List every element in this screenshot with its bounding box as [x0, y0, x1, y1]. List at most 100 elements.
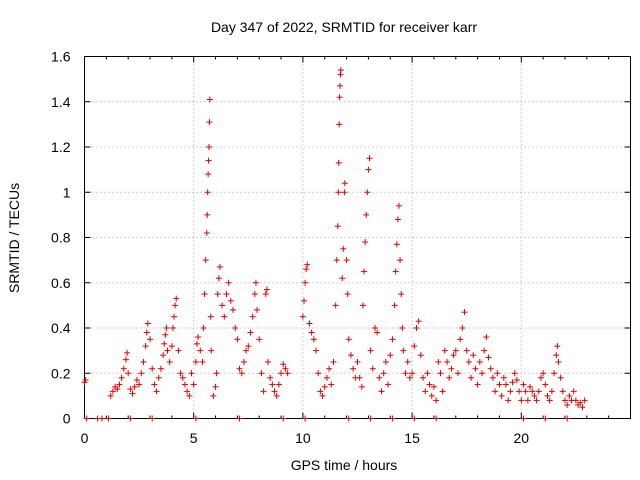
- data-point: [345, 336, 352, 343]
- data-point: [551, 370, 558, 377]
- data-point: [463, 347, 470, 354]
- data-point: [566, 392, 573, 399]
- data-point: [454, 370, 461, 377]
- data-point: [577, 399, 584, 406]
- data-point: [485, 354, 492, 361]
- data-point: [341, 189, 348, 196]
- data-point: [441, 347, 448, 354]
- data-point: [230, 306, 237, 313]
- data-point: [537, 374, 544, 381]
- data-point: [262, 291, 269, 298]
- data-point: [367, 415, 374, 422]
- data-point: [124, 349, 131, 356]
- data-point: [394, 216, 401, 223]
- data-point: [540, 370, 547, 377]
- data-point: [494, 370, 501, 377]
- y-tick-label: 1: [63, 184, 71, 200]
- data-point: [199, 358, 206, 365]
- y-tick-label: 0.6: [51, 275, 71, 291]
- x-axis-label: GPS time / hours: [291, 457, 398, 473]
- data-point: [173, 295, 180, 302]
- data-point: [518, 397, 525, 404]
- data-point: [163, 325, 170, 331]
- data-point: [127, 415, 134, 422]
- data-point: [452, 347, 459, 354]
- x-tick-label: 15: [404, 430, 420, 446]
- data-point: [205, 144, 212, 150]
- data-point: [236, 415, 243, 422]
- data-point: [402, 370, 409, 377]
- data-point: [205, 157, 212, 164]
- data-point: [413, 325, 420, 331]
- data-point: [489, 374, 496, 381]
- data-point: [398, 291, 405, 298]
- y-tick-labels: 0 0.2 0.4 0.6 0.8 1 1.2 1.4 1.6: [51, 49, 71, 427]
- data-point: [127, 386, 134, 393]
- data-point: [341, 180, 348, 187]
- x-tick-label: 5: [190, 430, 198, 446]
- data-point: [376, 374, 383, 381]
- data-point: [275, 381, 282, 388]
- data-point: [359, 302, 366, 309]
- data-point: [365, 166, 372, 173]
- data-point: [579, 404, 586, 411]
- data-point: [153, 388, 160, 395]
- data-point: [437, 370, 444, 377]
- data-point: [446, 374, 453, 381]
- data-point: [207, 313, 214, 320]
- data-point: [219, 302, 226, 309]
- data-point: [186, 392, 193, 399]
- data-point: [374, 329, 381, 336]
- y-tick-label: 1.4: [51, 94, 71, 110]
- data-point: [210, 392, 217, 399]
- data-point: [140, 358, 147, 365]
- data-point: [468, 374, 475, 381]
- data-point: [472, 365, 479, 372]
- data-point: [498, 392, 505, 399]
- data-point: [105, 415, 112, 422]
- data-point: [544, 392, 551, 399]
- data-point: [120, 365, 127, 372]
- data-point: [249, 313, 256, 320]
- data-point: [505, 397, 512, 404]
- data-point: [555, 358, 562, 365]
- data-point: [345, 415, 352, 422]
- data-point: [271, 388, 278, 395]
- data-point: [326, 365, 333, 372]
- x-tick-label: 10: [295, 430, 311, 446]
- data-point: [527, 383, 534, 390]
- data-point: [157, 365, 164, 372]
- data-point: [313, 347, 320, 354]
- data-point: [361, 268, 368, 275]
- data-point: [487, 365, 494, 372]
- data-point: [503, 381, 510, 388]
- data-point: [306, 320, 313, 327]
- data-point: [299, 313, 306, 320]
- data-point: [367, 347, 374, 354]
- data-point: [564, 401, 571, 408]
- data-point: [143, 329, 150, 336]
- data-point: [406, 374, 413, 381]
- data-point: [378, 388, 385, 395]
- data-point: [337, 82, 344, 89]
- data-point: [234, 336, 241, 343]
- data-point: [204, 189, 211, 196]
- data-point: [308, 329, 315, 336]
- data-point: [264, 358, 271, 365]
- data-point: [371, 325, 378, 331]
- data-point: [303, 266, 310, 273]
- data-point: [278, 370, 285, 377]
- data-point: [448, 365, 455, 372]
- data-point: [304, 261, 311, 268]
- data-point: [395, 202, 402, 209]
- data-point: [397, 257, 404, 264]
- data-point: [500, 374, 507, 381]
- data-point: [192, 415, 199, 422]
- data-point: [284, 370, 291, 377]
- data-point: [380, 370, 387, 377]
- data-point: [162, 331, 169, 338]
- data-point: [175, 347, 182, 354]
- data-point: [240, 358, 247, 365]
- data-point: [204, 211, 211, 218]
- data-point: [149, 365, 156, 372]
